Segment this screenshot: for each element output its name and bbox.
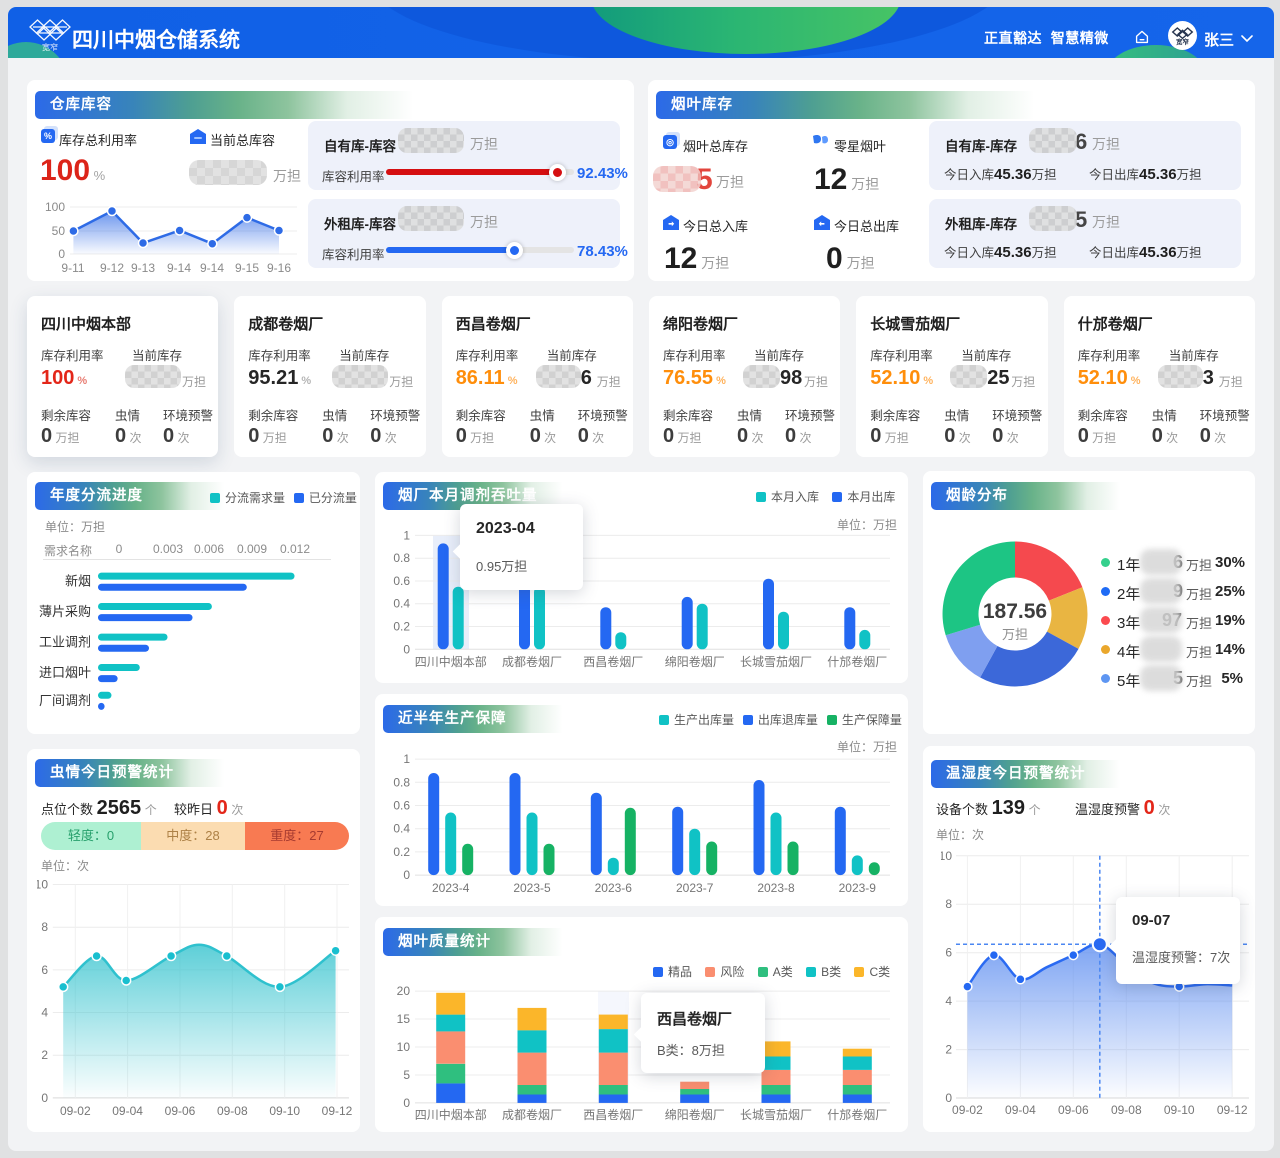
svg-text:四川中烟本部: 四川中烟本部	[415, 1107, 487, 1122]
svg-text:什邡卷烟厂: 什邡卷烟厂	[827, 654, 887, 669]
svg-text:厂间调剂: 厂间调剂	[39, 693, 91, 708]
svg-text:50: 50	[52, 224, 66, 238]
svg-text:宽窄: 宽窄	[1175, 37, 1189, 46]
svg-text:成都卷烟厂: 成都卷烟厂	[502, 1107, 562, 1122]
svg-text:新烟: 新烟	[65, 574, 91, 589]
svg-text:2023-8: 2023-8	[757, 881, 795, 895]
svg-text:20: 20	[397, 984, 411, 998]
svg-text:4: 4	[945, 994, 952, 1008]
svg-text:09-02: 09-02	[952, 1103, 983, 1117]
svg-text:工业调剂: 工业调剂	[39, 635, 91, 650]
svg-text:0: 0	[58, 247, 65, 261]
svg-text:8: 8	[41, 920, 48, 934]
svg-text:四川中烟本部: 四川中烟本部	[415, 654, 487, 669]
svg-text:09-04: 09-04	[112, 1104, 143, 1118]
svg-text:成都卷烟厂: 成都卷烟厂	[502, 654, 562, 669]
svg-text:10: 10	[941, 849, 952, 863]
svg-text:2023-6: 2023-6	[595, 881, 633, 895]
svg-text:09-10: 09-10	[1164, 1103, 1195, 1117]
svg-text:0: 0	[41, 1091, 48, 1105]
svg-text:绵阳卷烟厂: 绵阳卷烟厂	[665, 654, 725, 669]
svg-text:0: 0	[403, 1096, 410, 1110]
svg-text:什邡卷烟厂: 什邡卷烟厂	[827, 1107, 887, 1122]
svg-text:9-12: 9-12	[100, 261, 124, 275]
svg-text:09-10: 09-10	[269, 1104, 300, 1118]
svg-text:09-06: 09-06	[165, 1104, 196, 1118]
svg-text:薄片采购: 薄片采购	[39, 604, 91, 619]
svg-text:进口烟叶: 进口烟叶	[39, 665, 91, 680]
svg-text:09-08: 09-08	[1111, 1103, 1142, 1117]
svg-text:6: 6	[41, 963, 48, 977]
svg-text:09-04: 09-04	[1005, 1103, 1036, 1117]
svg-text:0.6: 0.6	[393, 574, 410, 588]
svg-text:09-06: 09-06	[1058, 1103, 1089, 1117]
svg-text:2023-4: 2023-4	[432, 881, 470, 895]
svg-text:0: 0	[945, 1091, 952, 1105]
svg-text:15: 15	[397, 1012, 411, 1026]
svg-text:2023-9: 2023-9	[839, 881, 877, 895]
svg-text:0.2: 0.2	[393, 620, 410, 634]
svg-text:0.2: 0.2	[393, 845, 410, 859]
svg-text:4: 4	[41, 1006, 48, 1020]
svg-text:2023-7: 2023-7	[676, 881, 714, 895]
svg-text:9-14: 9-14	[167, 261, 191, 275]
svg-text:2: 2	[41, 1048, 48, 1062]
svg-text:9-15: 9-15	[235, 261, 259, 275]
svg-text:10: 10	[37, 878, 48, 892]
svg-text:0.8: 0.8	[393, 775, 410, 789]
svg-text:5: 5	[403, 1068, 410, 1082]
svg-text:6: 6	[945, 946, 952, 960]
svg-text:8: 8	[945, 897, 952, 911]
svg-text:西昌卷烟厂: 西昌卷烟厂	[583, 654, 643, 669]
svg-text:1: 1	[403, 528, 410, 542]
svg-text:0: 0	[403, 642, 410, 656]
svg-text:2023-5: 2023-5	[513, 881, 551, 895]
svg-text:0.4: 0.4	[393, 597, 410, 611]
svg-text:09-12: 09-12	[1217, 1103, 1248, 1117]
svg-text:9-16: 9-16	[267, 261, 291, 275]
svg-text:0: 0	[403, 868, 410, 882]
svg-text:09-08: 09-08	[217, 1104, 248, 1118]
svg-text:0.8: 0.8	[393, 551, 410, 565]
svg-text:0.6: 0.6	[393, 799, 410, 813]
svg-text:09-02: 09-02	[60, 1104, 91, 1118]
svg-text:西昌卷烟厂: 西昌卷烟厂	[583, 1107, 643, 1122]
svg-text:绵阳卷烟厂: 绵阳卷烟厂	[665, 1107, 725, 1122]
svg-text:0.4: 0.4	[393, 822, 410, 836]
svg-text:09-12: 09-12	[322, 1104, 353, 1118]
svg-text:10: 10	[397, 1040, 411, 1054]
svg-text:长城雪茄烟厂: 长城雪茄烟厂	[740, 655, 812, 669]
svg-text:长城雪茄烟厂: 长城雪茄烟厂	[740, 1108, 812, 1122]
svg-text:100: 100	[45, 200, 65, 214]
svg-text:2: 2	[945, 1043, 952, 1057]
svg-text:宽窄: 宽窄	[42, 42, 58, 52]
svg-text:9-11: 9-11	[61, 261, 84, 275]
svg-text:9-13: 9-13	[131, 261, 155, 275]
svg-text:1: 1	[403, 752, 410, 766]
svg-text:9-14: 9-14	[200, 261, 224, 275]
